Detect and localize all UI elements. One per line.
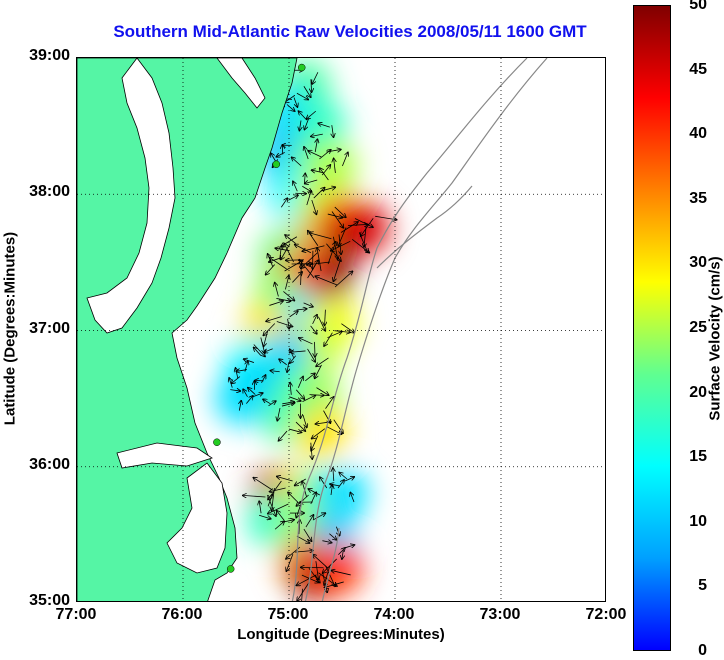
colorbar-tick-label: 35	[677, 190, 707, 208]
x-tick-label: 75:00	[253, 606, 323, 624]
x-tick-label: 73:00	[465, 606, 535, 624]
x-tick-label: 72:00	[571, 606, 641, 624]
map-title: Southern Mid-Atlantic Raw Velocities 200…	[0, 22, 700, 42]
colorbar-tick-label: 45	[677, 61, 707, 79]
colorbar	[633, 5, 671, 651]
colorbar-tick-label: 40	[677, 125, 707, 143]
y-axis-label: Latitude (Degrees:Minutes)	[2, 199, 19, 459]
radar-station-marker[interactable]	[298, 64, 305, 71]
colorbar-tick-label: 0	[677, 642, 707, 660]
colorbar-label: Surface Velocity (cm/s)	[707, 209, 724, 469]
velocity-arrow	[315, 342, 316, 357]
colorbar-tick-label: 15	[677, 448, 707, 466]
colorbar-tick-label: 30	[677, 254, 707, 272]
y-tick-label: 39:00	[8, 47, 70, 65]
colorbar-tick-label: 20	[677, 384, 707, 402]
colorbar-tick-label: 25	[677, 319, 707, 337]
colorbar-tick-label: 50	[677, 0, 707, 14]
map-svg	[77, 58, 606, 602]
radar-station-marker[interactable]	[213, 439, 220, 446]
radar-station-marker[interactable]	[273, 161, 280, 168]
x-tick-label: 76:00	[147, 606, 217, 624]
x-axis-label: Longitude (Degrees:Minutes)	[76, 626, 606, 643]
x-tick-label: 74:00	[359, 606, 429, 624]
x-tick-label: 77:00	[41, 606, 111, 624]
colorbar-tick-label: 5	[677, 577, 707, 595]
map-plot-area[interactable]	[76, 57, 606, 602]
radar-station-marker[interactable]	[227, 565, 234, 572]
colorbar-tick-label: 10	[677, 513, 707, 531]
velocity-cell	[311, 543, 363, 595]
